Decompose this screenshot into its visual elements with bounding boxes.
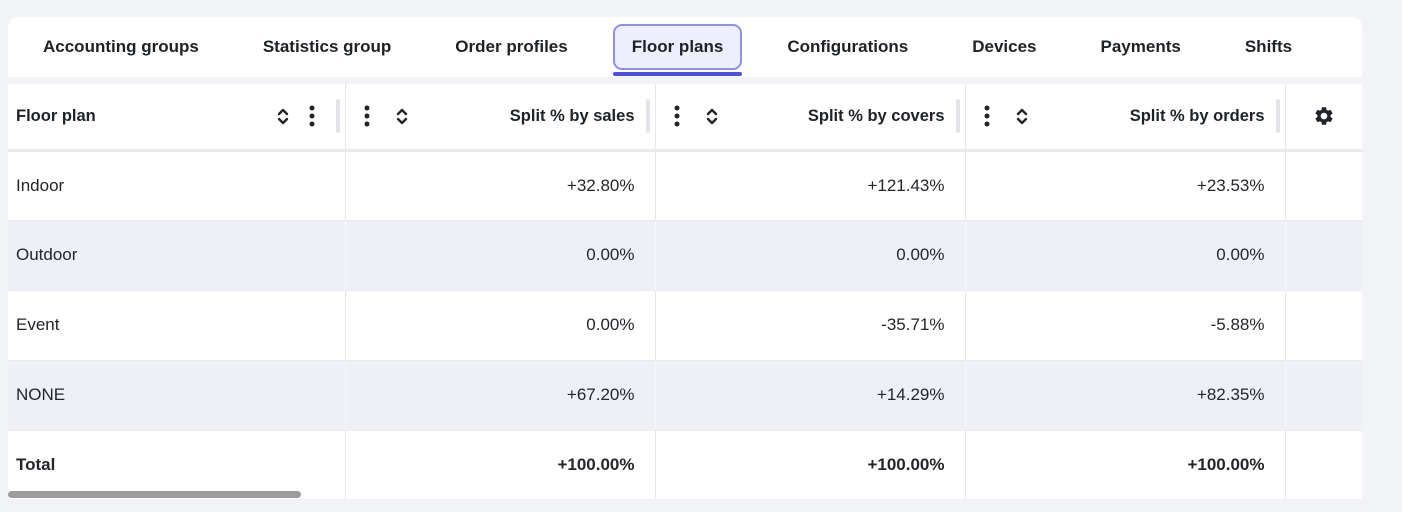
column-label: Floor plan bbox=[16, 106, 96, 125]
row-label: Outdoor bbox=[8, 220, 345, 291]
table-row: Indoor +32.80% +121.43% +23.53% bbox=[8, 150, 1362, 221]
tab-accounting-groups[interactable]: Accounting groups bbox=[24, 24, 218, 70]
row-value: +14.29% bbox=[654, 360, 965, 431]
tab-floor-plans[interactable]: Floor plans bbox=[612, 24, 743, 76]
row-gear-spacer bbox=[1284, 290, 1362, 361]
table-header-row: Floor plan bbox=[8, 84, 1362, 152]
column-header-split-sales[interactable]: Split % by sales bbox=[344, 84, 655, 152]
row-value: +121.43% bbox=[654, 150, 965, 221]
row-value: +32.80% bbox=[344, 150, 655, 221]
row-value: +82.35% bbox=[964, 360, 1285, 431]
sort-icon[interactable] bbox=[275, 106, 291, 127]
sort-icon[interactable] bbox=[704, 106, 720, 127]
column-label: Split % by covers bbox=[807, 106, 945, 125]
row-gear-spacer bbox=[1284, 150, 1362, 221]
row-value: -5.88% bbox=[964, 290, 1285, 361]
row-value: 0.00% bbox=[964, 220, 1285, 291]
sort-icon[interactable] bbox=[394, 106, 410, 127]
column-label: Split % by sales bbox=[509, 106, 635, 125]
column-resize-handle[interactable] bbox=[955, 99, 960, 134]
row-label: NONE bbox=[8, 360, 345, 431]
column-resize-handle[interactable] bbox=[1275, 99, 1280, 134]
column-header-split-orders[interactable]: Split % by orders bbox=[964, 84, 1285, 152]
horizontal-scrollbar-thumb[interactable] bbox=[8, 491, 301, 498]
total-row: Total +100.00% +100.00% +100.00% bbox=[8, 430, 1362, 499]
row-value: -35.71% bbox=[654, 290, 965, 361]
column-menu-icon[interactable] bbox=[984, 104, 990, 128]
table-row: Outdoor 0.00% 0.00% 0.00% bbox=[8, 220, 1362, 291]
total-value-covers: +100.00% bbox=[654, 430, 965, 499]
row-gear-spacer bbox=[1284, 360, 1362, 431]
floor-plans-table-card: Floor plan bbox=[8, 84, 1362, 499]
row-value: +67.20% bbox=[344, 360, 655, 431]
row-value: 0.00% bbox=[344, 220, 655, 291]
row-value: 0.00% bbox=[344, 290, 655, 361]
column-header-split-covers[interactable]: Split % by covers bbox=[654, 84, 965, 152]
tab-order-profiles[interactable]: Order profiles bbox=[436, 24, 586, 70]
tab-shifts[interactable]: Shifts bbox=[1226, 24, 1311, 70]
row-value: +23.53% bbox=[964, 150, 1285, 221]
table-body: Indoor +32.80% +121.43% +23.53% Outdoor … bbox=[8, 150, 1362, 431]
tab-configurations[interactable]: Configurations bbox=[768, 24, 927, 70]
column-header-settings bbox=[1284, 84, 1362, 152]
column-menu-icon[interactable] bbox=[309, 104, 315, 128]
sort-icon[interactable] bbox=[1014, 106, 1030, 127]
column-label: Split % by orders bbox=[1129, 106, 1265, 125]
tab-bar: Accounting groups Statistics group Order… bbox=[8, 17, 1362, 77]
tab-statistics-group[interactable]: Statistics group bbox=[244, 24, 410, 70]
row-gear-spacer bbox=[1284, 220, 1362, 291]
column-resize-handle[interactable] bbox=[335, 99, 340, 134]
column-menu-icon[interactable] bbox=[674, 104, 680, 128]
table-row: NONE +67.20% +14.29% +82.35% bbox=[8, 360, 1362, 431]
gear-icon[interactable] bbox=[1313, 105, 1335, 127]
column-menu-icon[interactable] bbox=[364, 104, 370, 128]
tab-devices[interactable]: Devices bbox=[953, 24, 1055, 70]
column-resize-handle[interactable] bbox=[645, 99, 650, 134]
row-label: Event bbox=[8, 290, 345, 361]
row-value: 0.00% bbox=[654, 220, 965, 291]
table-row: Event 0.00% -35.71% -5.88% bbox=[8, 290, 1362, 361]
row-label: Indoor bbox=[8, 150, 345, 221]
tab-payments[interactable]: Payments bbox=[1082, 24, 1200, 70]
total-value-orders: +100.00% bbox=[964, 430, 1285, 499]
total-gear-spacer bbox=[1284, 430, 1362, 499]
total-value-sales: +100.00% bbox=[344, 430, 655, 499]
floor-plans-table: Floor plan bbox=[8, 84, 1362, 499]
total-label: Total bbox=[8, 430, 345, 499]
column-header-floor-plan[interactable]: Floor plan bbox=[8, 84, 345, 152]
